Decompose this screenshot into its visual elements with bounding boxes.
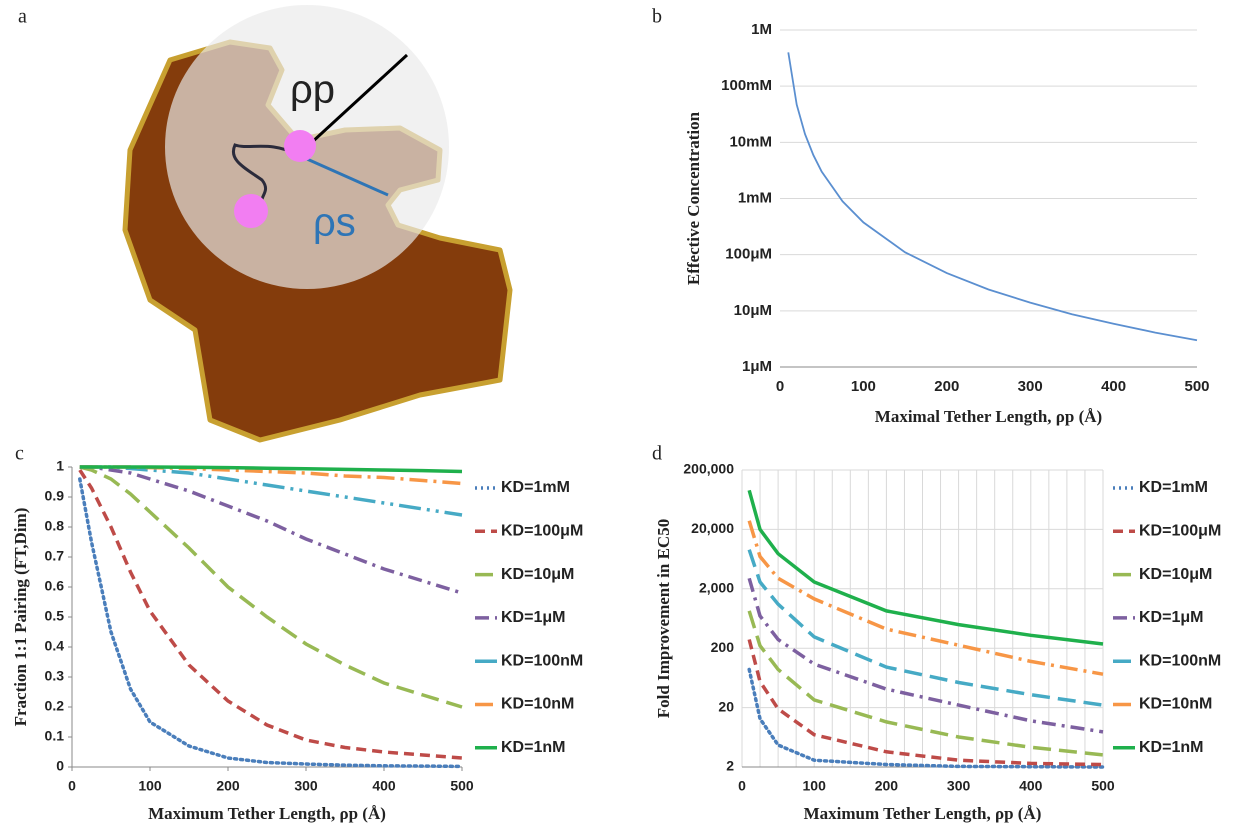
x-tick-label: 0 bbox=[68, 778, 76, 794]
legend-label: KD=100μM bbox=[1139, 523, 1221, 540]
data-line bbox=[747, 577, 1104, 734]
y-tick-label: 0.8 bbox=[45, 518, 65, 534]
data-line bbox=[79, 465, 463, 517]
tether bbox=[231, 143, 299, 201]
y-tick-label: 0.5 bbox=[45, 608, 65, 624]
y-tick-label: 1μM bbox=[742, 358, 772, 375]
x-tick-label: 0 bbox=[738, 778, 746, 794]
panel: d 2 20 200 2,000 20,000 200,000 0 100 200 300 400 50… bbox=[652, 443, 1221, 823]
y-tick-label: 1 bbox=[56, 458, 64, 474]
data-line bbox=[78, 477, 464, 769]
panel-label: c bbox=[15, 443, 24, 465]
x-axis-title: Maximal Tether Length, ρp (Å) bbox=[875, 407, 1102, 426]
legend-label: KD=1mM bbox=[501, 479, 570, 496]
ligand bbox=[284, 130, 316, 162]
legend-label: KD=1mM bbox=[1139, 479, 1208, 496]
y-tick-label: 20,000 bbox=[691, 520, 734, 536]
y-tick-label: 10mM bbox=[729, 133, 772, 150]
data-line bbox=[747, 520, 1104, 676]
y-tick-label: 0 bbox=[56, 758, 64, 774]
x-tick-label: 300 bbox=[1018, 378, 1043, 395]
y-axis-title: Effective Concentration bbox=[684, 111, 703, 285]
y-tick-label: 100μM bbox=[725, 246, 772, 263]
x-tick-label: 100 bbox=[138, 778, 162, 794]
x-tick-label: 100 bbox=[803, 778, 827, 794]
legend-label: KD=10μM bbox=[501, 566, 574, 583]
y-axis-title: Fraction 1:1 Pairing (FT,Dim) bbox=[11, 508, 30, 727]
y-tick-label: 100mM bbox=[721, 77, 772, 94]
data-line bbox=[79, 465, 463, 709]
y-tick-label: 0.3 bbox=[45, 668, 65, 684]
data-line bbox=[79, 465, 463, 595]
x-tick-label: 400 bbox=[1019, 778, 1043, 794]
x-tick-label: 400 bbox=[1101, 378, 1126, 395]
rho-s-label: ρs bbox=[313, 201, 356, 245]
x-axis-title: Maximum Tether Length, ρp (Å) bbox=[804, 804, 1042, 823]
y-tick-label: 0.1 bbox=[45, 728, 65, 744]
rho-p-label: ρp bbox=[290, 68, 335, 112]
y-tick-label: 0.7 bbox=[45, 548, 65, 564]
ligand bbox=[234, 194, 268, 228]
x-tick-label: 200 bbox=[875, 778, 899, 794]
y-tick-label: 0.9 bbox=[45, 488, 65, 504]
x-tick-label: 0 bbox=[776, 378, 784, 395]
x-tick-label: 200 bbox=[216, 778, 240, 794]
data-line bbox=[747, 489, 1104, 646]
data-line bbox=[747, 610, 1104, 757]
panel: c 0 0.1 0.2 0.3 0.4 0.5 0.6 0.7 0.8 0.9 1 0 100 200 300… bbox=[11, 443, 583, 823]
data-line bbox=[78, 469, 463, 760]
y-tick-label: 1M bbox=[751, 21, 772, 38]
panel-label: d bbox=[652, 443, 662, 465]
y-tick-label: 200,000 bbox=[683, 461, 734, 477]
y-tick-label: 10μM bbox=[734, 302, 772, 319]
legend-label: KD=1nM bbox=[501, 739, 565, 756]
legend-label: KD=100nM bbox=[501, 652, 583, 669]
x-tick-label: 500 bbox=[1091, 778, 1115, 794]
x-tick-label: 100 bbox=[851, 378, 876, 395]
panel: b 1μM 10μM 100μM 1mM 10mM 100mM 1M 0 100 200 300 400… bbox=[652, 6, 1210, 426]
x-axis-title: Maximum Tether Length, ρp (Å) bbox=[148, 804, 386, 823]
y-tick-label: 0.4 bbox=[45, 638, 65, 654]
legend-label: KD=1μM bbox=[1139, 609, 1203, 626]
data-line bbox=[79, 465, 463, 486]
data-line bbox=[747, 549, 1104, 707]
legend-label: KD=10μM bbox=[1139, 566, 1212, 583]
legend-label: KD=10nM bbox=[501, 696, 574, 713]
y-tick-label: 0.6 bbox=[45, 578, 65, 594]
data-line bbox=[787, 52, 1198, 342]
data-line bbox=[79, 465, 463, 474]
y-axis-title: Fold Improvement in EC50 bbox=[654, 519, 673, 718]
panel-label: a bbox=[18, 6, 27, 28]
y-tick-label: 20 bbox=[718, 698, 734, 714]
y-tick-label: 0.2 bbox=[45, 698, 65, 714]
radius-s bbox=[297, 153, 389, 197]
x-tick-label: 500 bbox=[450, 778, 474, 794]
y-tick-label: 2,000 bbox=[699, 580, 734, 596]
legend-label: KD=100μM bbox=[501, 523, 583, 540]
panel-a: a ρp ρs bbox=[18, 5, 513, 443]
data-line bbox=[747, 667, 1105, 769]
y-tick-label: 1mM bbox=[738, 189, 772, 206]
legend-label: KD=1nM bbox=[1139, 739, 1203, 756]
data-line bbox=[747, 639, 1104, 767]
panel-label: b bbox=[652, 6, 662, 28]
y-tick-label: 200 bbox=[711, 639, 735, 655]
y-tick-label: 2 bbox=[726, 758, 734, 774]
x-tick-label: 500 bbox=[1184, 378, 1209, 395]
x-tick-label: 300 bbox=[947, 778, 971, 794]
x-tick-label: 200 bbox=[934, 378, 959, 395]
radius-p bbox=[296, 53, 409, 157]
x-tick-label: 400 bbox=[372, 778, 396, 794]
legend-label: KD=100nM bbox=[1139, 652, 1221, 669]
legend-label: KD=1μM bbox=[501, 609, 565, 626]
legend-label: KD=10nM bbox=[1139, 696, 1212, 713]
x-tick-label: 300 bbox=[294, 778, 318, 794]
